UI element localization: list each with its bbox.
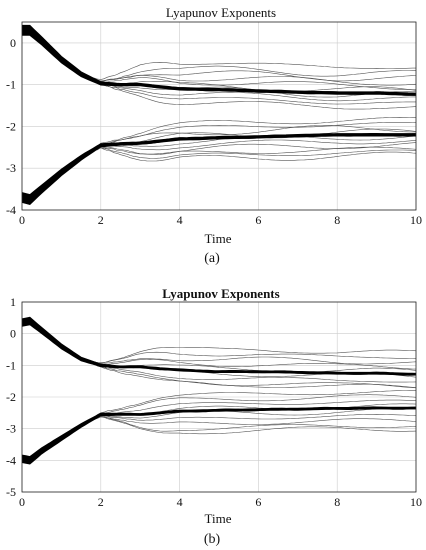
mean-lines-b (22, 316, 416, 465)
y-tick-b-1: 0 (10, 327, 16, 341)
x-tick-labels-a: 0 2 4 6 8 10 (19, 213, 422, 227)
trajectory-b-1-3 (22, 403, 416, 461)
y-tick-b-2: -1 (6, 358, 16, 372)
y-tick-a-1: -1 (6, 78, 16, 92)
x-tick-a-3: 6 (255, 213, 261, 227)
trajectory-b-1-5 (22, 413, 416, 461)
trajectory-b-0-3 (22, 320, 416, 370)
x-tick-b-5: 10 (410, 495, 422, 509)
trajectory-b-0-1 (22, 320, 416, 364)
x-axis-label-b: Time (205, 511, 232, 526)
x-tick-b-4: 8 (334, 495, 340, 509)
y-tick-a-0: 0 (10, 36, 16, 50)
y-tick-a-4: -4 (6, 203, 16, 217)
mean-line-a-0 (22, 28, 416, 96)
trajectory-a-1-6 (22, 142, 416, 200)
trajectory-a-1-5 (22, 139, 416, 200)
trajectory-b-0-7 (22, 320, 416, 389)
mean-lines-a (22, 24, 416, 206)
mean-line-b-1 (22, 406, 416, 461)
y-tick-labels-b: 1 0 -1 -2 -3 -4 -5 (6, 295, 16, 499)
trajectory-bundle-b (22, 320, 416, 461)
trajectory-a-0-5 (22, 29, 416, 92)
x-tick-a-5: 10 (410, 213, 422, 227)
y-tick-b-4: -3 (6, 422, 16, 436)
grid-b (21, 301, 417, 493)
x-axis-label-a: Time (205, 231, 232, 246)
plot-frame-b (21, 301, 417, 493)
grid-a (21, 22, 417, 211)
y-tick-b-0: 1 (10, 295, 16, 309)
panel-a: Lyapunov Exponents 0 2 4 6 8 10 0 -1 -2 -3 -4 Tim… (6, 5, 422, 266)
x-tick-a-1: 2 (98, 213, 104, 227)
x-tick-b-2: 4 (177, 495, 183, 509)
trajectory-a-1-4 (22, 135, 416, 201)
mean-line-b-0 (22, 319, 416, 376)
panel-label-b: (b) (204, 532, 221, 547)
x-tick-b-1: 2 (98, 495, 104, 509)
y-tick-b-6: -5 (6, 485, 16, 499)
x-tick-labels-b: 0 2 4 6 8 10 (19, 495, 422, 509)
y-tick-b-5: -4 (6, 453, 16, 467)
mean-line-a-1 (22, 133, 416, 200)
mean-envelope-b-1 (22, 406, 416, 465)
trajectory-b-1-6 (22, 415, 416, 461)
panel-label-a: (a) (204, 251, 220, 266)
trajectory-b-0-8 (22, 320, 416, 388)
y-tick-b-3: -2 (6, 390, 16, 404)
trajectory-b-1-4 (22, 408, 416, 461)
trajectory-a-1-7 (22, 146, 416, 199)
y-tick-a-2: -2 (6, 119, 16, 133)
trajectory-bundle-a (22, 29, 416, 201)
x-tick-a-2: 4 (177, 213, 183, 227)
x-tick-a-4: 8 (334, 213, 340, 227)
y-tick-a-3: -3 (6, 161, 16, 175)
chart-title-b: Lyapunov Exponents (162, 286, 279, 301)
x-tick-b-3: 6 (255, 495, 261, 509)
x-tick-b-0: 0 (19, 495, 25, 509)
plot-frame-a (21, 21, 417, 211)
panel-b: Lyapunov Exponents 0 2 4 6 8 10 10-1-2-3-4-5 … (6, 286, 422, 547)
x-tick-a-0: 0 (19, 213, 25, 227)
y-tick-labels-a: 0 -1 -2 -3 -4 (6, 36, 16, 217)
chart-title-a: Lyapunov Exponents (166, 5, 276, 20)
